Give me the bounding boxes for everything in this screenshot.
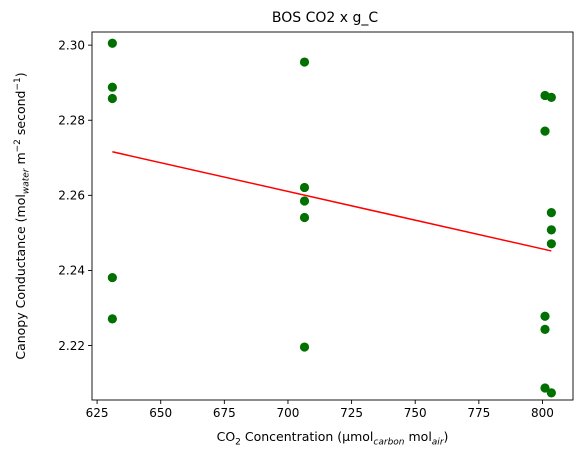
y-tick-label: 2.24 [58, 264, 85, 278]
data-point [540, 383, 550, 393]
plot-area [107, 38, 556, 398]
data-point [107, 314, 117, 324]
x-tick-label: 775 [467, 406, 490, 420]
data-point [546, 388, 556, 398]
axes: 625 650 675 700 725 750 775 800 2.22 2.24 2.26 2.28… [58, 38, 554, 420]
data-point [299, 342, 310, 352]
x-tick-label: 700 [277, 406, 300, 420]
x-tick-label: 675 [213, 406, 236, 420]
data-point [299, 212, 310, 223]
y-tick-label: 2.28 [58, 114, 85, 128]
y-tick-label: 2.22 [58, 339, 85, 353]
y-tick-label: 2.26 [58, 189, 85, 203]
chart-title: BOS CO2 x g_C [272, 10, 378, 26]
trend-line [112, 151, 552, 252]
x-tick-label: 650 [149, 406, 172, 420]
x-tick-label: 625 [86, 406, 109, 420]
x-tick-label: 725 [340, 406, 363, 420]
data-point [299, 182, 310, 193]
x-axis-title: CO2 Concentration (µmolcarbon molair) [217, 429, 449, 448]
x-tick-label: 750 [404, 406, 427, 420]
data-point [107, 38, 117, 48]
data-point [546, 92, 556, 102]
y-axis-title: Canopy Conductance (molwater m−2 second−… [13, 72, 32, 359]
data-point [546, 225, 556, 235]
data-point [540, 311, 550, 321]
data-point [546, 208, 556, 218]
data-point [107, 93, 117, 104]
x-tick-label: 800 [531, 406, 554, 420]
y-tick-label: 2.30 [58, 38, 85, 52]
plot-frame [91, 31, 574, 401]
data-point [540, 324, 550, 335]
data-point [107, 272, 117, 283]
data-point [299, 196, 310, 206]
data-point [299, 57, 310, 67]
data-point [546, 239, 556, 249]
data-point [107, 82, 117, 92]
data-point [540, 126, 550, 136]
